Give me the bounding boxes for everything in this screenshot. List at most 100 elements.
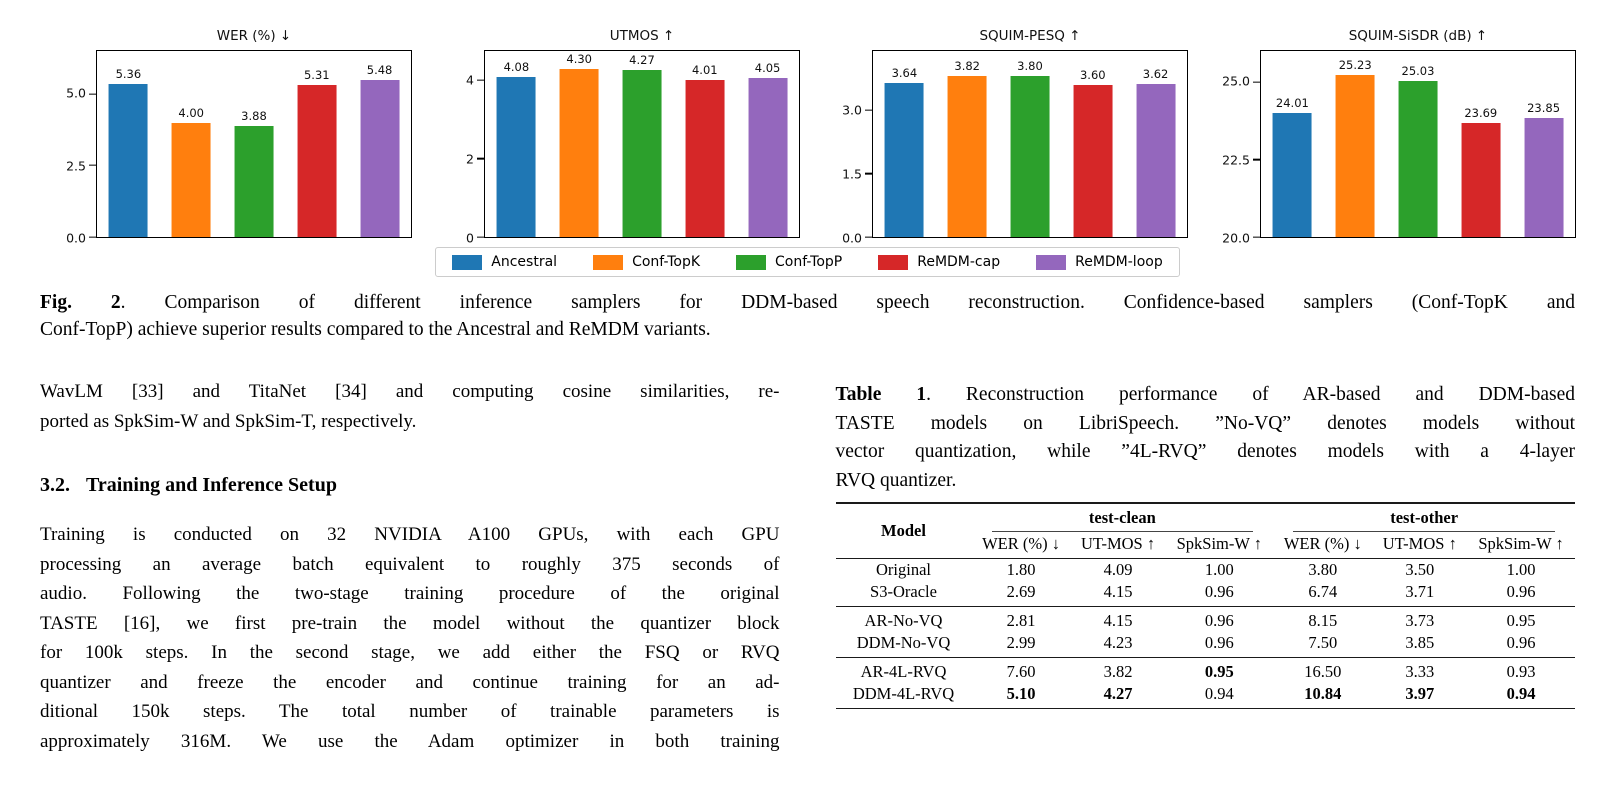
chart-utmos: UTMOS ↑ 0 2 4 4.08 4.30 4.27 4.01 4.05 <box>428 26 800 246</box>
text-line: approximately 316M. We use the Adam opti… <box>40 730 780 752</box>
bar-value-label: 3.88 <box>241 108 267 123</box>
table-row: AR-No-VQ 2.81 4.15 0.96 8.15 3.73 0.95 <box>835 606 1575 632</box>
bar-conf-topk <box>559 68 599 237</box>
bar-conf-topk <box>171 122 211 237</box>
table-row: DDM-No-VQ 2.99 4.23 0.96 7.50 3.85 0.96 <box>836 632 1576 658</box>
paragraph-spksim: WavLM [33] and TitaNet [34] and computin… <box>40 377 780 436</box>
bar-remdm-loop <box>1524 117 1564 237</box>
value-cell: 0.95 <box>1165 657 1274 683</box>
value-cell: 0.94 <box>1506 684 1536 703</box>
value-cell: 3.33 <box>1372 657 1468 683</box>
bar-slot: 25.03 <box>1387 51 1450 237</box>
caption-line: RVQ quantizer. <box>835 469 957 491</box>
text-line: ditional 150k steps. The total number of… <box>40 701 780 722</box>
chart-title: SQUIM-SiSDR (dB) ↑ <box>1348 28 1488 44</box>
column-header: WER (%) ↓ <box>971 533 1071 559</box>
paragraph-training-setup: Training is conducted on 32 NVIDIA A100 … <box>40 520 780 756</box>
column-header: SpkSim-W ↑ <box>1165 533 1274 559</box>
model-cell: DDM-No-VQ <box>856 633 951 652</box>
bar-value-label: 4.00 <box>178 105 204 120</box>
legend-item-ancestral: Ancestral <box>452 254 557 270</box>
value-cell: 3.80 <box>1308 560 1338 579</box>
chart-wer: WER (%) ↓ 0.0 2.5 5.0 5.36 4.00 3.88 5.31 5.48 <box>40 26 412 246</box>
value-cell: 4.15 <box>1103 582 1133 601</box>
value-cell: 0.96 <box>1204 633 1234 652</box>
y-tick-label: 1.5 <box>842 166 862 182</box>
y-tick-mark <box>477 236 484 238</box>
text-line: quantizer and freeze the encoder and con… <box>40 671 780 693</box>
legend-item-conf-topk: Conf-TopK <box>593 254 700 270</box>
model-cell: AR-No-VQ <box>835 606 972 632</box>
bar-slot: 4.05 <box>736 51 799 237</box>
value-cell: 1.00 <box>1506 560 1536 579</box>
legend-label: Conf-TopK <box>632 254 701 270</box>
figure-2-caption: Fig. 2. Comparison of different inferenc… <box>40 289 1575 343</box>
table-row: DDM-4L-RVQ 5.10 4.27 0.94 10.84 3.97 0.94 <box>836 683 1576 709</box>
value-cell: 0.94 <box>1204 684 1234 703</box>
column-header: UT-MOS ↑ <box>1372 533 1468 559</box>
bar-slot: 5.48 <box>348 51 411 237</box>
legend-swatch-icon <box>452 254 483 270</box>
value-cell: 5.10 <box>1006 684 1036 703</box>
bar-conf-topk <box>947 75 987 237</box>
column-header-model: Model <box>835 503 972 559</box>
bar-value-label: 25.03 <box>1401 64 1435 79</box>
bar-slot: 3.60 <box>1061 51 1124 237</box>
bar-slot: 23.85 <box>1512 51 1575 237</box>
legend-label: Conf-TopP <box>775 254 843 270</box>
legend-item-remdm-loop: ReMDM-loop <box>1036 254 1163 270</box>
bar-value-label: 3.60 <box>1079 67 1106 82</box>
bar-remdm-cap <box>685 79 725 237</box>
y-tick-label: 0 <box>466 230 474 246</box>
bar-value-label: 3.62 <box>1142 66 1169 81</box>
bar-slot: 23.69 <box>1449 51 1512 237</box>
bar-value-label: 5.31 <box>303 68 330 83</box>
text-line: for 100k steps. In the second stage, we … <box>40 642 780 663</box>
y-tick-label: 22.5 <box>1222 152 1250 168</box>
value-cell: 2.99 <box>1006 633 1036 652</box>
legend-item-conf-topp: Conf-TopP <box>736 254 842 270</box>
bar-ancestral <box>496 77 536 237</box>
bar-slot: 3.88 <box>223 51 286 237</box>
group-header-test-clean: test-clean <box>972 503 1274 533</box>
section-title: Training and Inference Setup <box>86 474 337 496</box>
table-row: AR-4L-RVQ 7.60 3.82 0.95 16.50 3.33 0.93 <box>835 657 1575 683</box>
y-tick-label: 4 <box>466 72 474 88</box>
value-cell: 6.74 <box>1308 582 1338 601</box>
value-cell: 0.96 <box>1506 633 1536 652</box>
bar-slot: 3.80 <box>999 51 1062 237</box>
legend-swatch-icon <box>878 254 909 270</box>
y-tick-mark <box>865 109 872 111</box>
y-axis: 0.0 2.5 5.0 <box>40 50 96 246</box>
value-cell: 3.50 <box>1405 560 1435 579</box>
section-heading-3-2: 3.2. Training and Inference Setup <box>40 474 780 497</box>
value-cell: 0.95 <box>1467 606 1575 632</box>
value-cell: 3.85 <box>1405 633 1435 652</box>
text-line: ported as SpkSim-W and SpkSim-T, respect… <box>40 410 417 432</box>
bar-value-label: 23.85 <box>1527 100 1561 115</box>
value-cell: 2.81 <box>971 606 1071 632</box>
y-tick-mark <box>89 236 96 238</box>
figure-label: Fig. 2 <box>40 292 121 313</box>
value-cell: 2.69 <box>1006 582 1036 601</box>
y-tick-label: 2.5 <box>66 158 86 174</box>
text-line: TASTE [16], we first pre-train the model… <box>40 612 780 634</box>
y-tick-mark <box>477 158 484 160</box>
y-tick-label: 25.0 <box>1222 73 1250 89</box>
text-line: audio. Following the two-stage training … <box>40 583 780 604</box>
plot-area: 4.08 4.30 4.27 4.01 4.05 <box>477 50 800 238</box>
legend-label: ReMDM-loop <box>1075 254 1163 270</box>
bar-slot: 4.30 <box>548 51 611 237</box>
chart-squim-pesq: SQUIM-PESQ ↑ 0.0 1.5 3.0 3.64 3.82 3.80 3.60 3.… <box>816 26 1188 246</box>
y-tick-mark <box>865 172 872 175</box>
bar-remdm-loop <box>748 78 788 237</box>
bar-value-label: 5.36 <box>115 66 142 81</box>
value-cell: 4.09 <box>1103 560 1133 579</box>
y-tick-mark <box>477 79 484 82</box>
legend-swatch-icon <box>736 254 767 270</box>
y-tick-mark <box>89 93 96 95</box>
value-cell: 0.96 <box>1165 606 1274 632</box>
plot-area: 3.64 3.82 3.80 3.60 3.62 <box>865 50 1188 238</box>
legend-label: ReMDM-cap <box>917 254 1001 270</box>
bar-conf-topp <box>622 69 662 237</box>
